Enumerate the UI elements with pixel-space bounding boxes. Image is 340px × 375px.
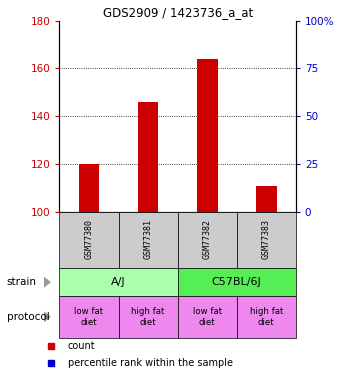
Bar — [119, 212, 177, 268]
Bar — [119, 296, 177, 338]
Bar — [79, 164, 99, 212]
Text: GSM77380: GSM77380 — [85, 219, 94, 259]
Text: GSM77383: GSM77383 — [262, 219, 271, 259]
Text: high fat
diet: high fat diet — [132, 307, 165, 327]
Bar — [59, 296, 119, 338]
Title: GDS2909 / 1423736_a_at: GDS2909 / 1423736_a_at — [103, 6, 253, 20]
Bar — [177, 212, 237, 268]
Bar — [59, 212, 119, 268]
Bar — [256, 186, 277, 212]
Bar — [237, 212, 296, 268]
Text: low fat
diet: low fat diet — [193, 307, 222, 327]
Bar — [177, 296, 237, 338]
Text: strain: strain — [7, 277, 37, 287]
Bar — [138, 102, 158, 212]
Text: A/J: A/J — [111, 277, 126, 287]
Text: C57BL/6J: C57BL/6J — [212, 277, 261, 287]
Text: percentile rank within the sample: percentile rank within the sample — [68, 358, 233, 368]
Bar — [177, 268, 296, 296]
Bar — [237, 296, 296, 338]
Text: protocol: protocol — [7, 312, 50, 322]
Text: GSM77382: GSM77382 — [203, 219, 212, 259]
Text: low fat
diet: low fat diet — [74, 307, 104, 327]
Text: GSM77381: GSM77381 — [143, 219, 153, 259]
Bar — [197, 59, 218, 212]
Text: high fat
diet: high fat diet — [250, 307, 283, 327]
Bar — [59, 268, 177, 296]
Text: count: count — [68, 341, 96, 351]
